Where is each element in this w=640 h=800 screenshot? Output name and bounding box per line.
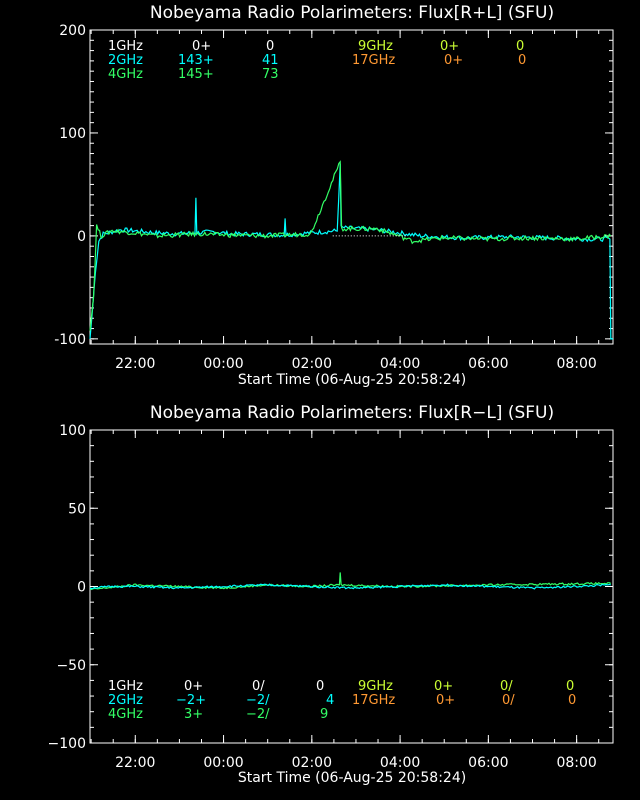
panel-diff: Nobeyama Radio Polarimeters: Flux[R−L] (…	[48, 403, 614, 786]
legend-value: 143+	[178, 53, 214, 68]
legend-value: 0/	[252, 679, 265, 694]
x-tick-label: 02:00	[292, 356, 332, 372]
plot-frame-sum	[89, 29, 614, 345]
series-line-2GHz	[89, 583, 611, 590]
x-axis-label-diff: Start Time (06-Aug-25 20:58:24)	[238, 770, 466, 786]
legend-value: 0	[518, 53, 526, 68]
y-tick-label: 200	[59, 23, 86, 39]
legend-value: −2+	[176, 693, 206, 708]
legend-value: 0/	[500, 679, 513, 694]
legend-value: 0/	[502, 693, 515, 708]
y-tick-label: 50	[68, 501, 86, 517]
x-axis-label-sum: Start Time (06-Aug-25 20:58:24)	[238, 372, 466, 388]
legend-band: 17GHz	[352, 693, 395, 708]
panel-sum: Nobeyama Radio Polarimeters: Flux[R+L] (…	[54, 3, 614, 388]
y-tick-label: 0	[77, 229, 86, 245]
y-tick-label: 0	[77, 580, 86, 596]
x-tick-label: 06:00	[468, 755, 508, 771]
chart-title-diff: Nobeyama Radio Polarimeters: Flux[R−L] (…	[150, 403, 554, 423]
legend-value: −2/	[246, 707, 270, 722]
legend-value: 0	[516, 39, 524, 54]
legend-value: 0+	[440, 39, 459, 54]
y-tick-label: 100	[59, 423, 86, 439]
legend-value: 0+	[444, 53, 463, 68]
x-tick-label: 08:00	[556, 356, 596, 372]
legend-value: 0	[566, 679, 574, 694]
legend-band: 2GHz	[108, 53, 143, 68]
y-axis-diff: 100 50 0 −50 −100	[48, 423, 613, 752]
legend-value: 0	[266, 39, 274, 54]
x-tick-label: 00:00	[203, 356, 243, 372]
legend-value: 0+	[184, 679, 203, 694]
x-tick-label: 04:00	[380, 356, 420, 372]
legend-value: 4	[326, 693, 334, 708]
y-tick-label: −100	[48, 736, 86, 752]
legend-band: 4GHz	[108, 67, 143, 82]
legend-value: 0	[316, 679, 324, 694]
x-tick-label: 08:00	[556, 755, 596, 771]
legend-value: 0+	[436, 693, 455, 708]
legend-value: 0	[568, 693, 576, 708]
legend-band: 1GHz	[108, 679, 143, 694]
series-line-4GHz	[89, 160, 612, 331]
legend-band: 1GHz	[108, 39, 143, 54]
legend-diff: 1GHz 0+ 0/ 0 2GHz −2+ −2/ 4 4GHz 3+ −2/ …	[108, 679, 576, 722]
y-tick-label: -100	[54, 332, 86, 348]
legend-sum: 1GHz 0+ 0 2GHz 143+ 41 4GHz 145+ 73 9GHz…	[108, 39, 526, 82]
series-group-diff	[89, 572, 612, 591]
x-axis-sum: 22:00 00:00 02:00 04:00 06:00 08:00	[90, 30, 600, 372]
legend-value: 145+	[178, 67, 214, 82]
x-tick-label: 00:00	[203, 755, 243, 771]
series-group-sum	[89, 160, 613, 340]
legend-band: 9GHz	[358, 39, 393, 54]
legend-band: 17GHz	[352, 53, 395, 68]
legend-value: 9	[320, 707, 328, 722]
x-tick-label: 04:00	[380, 755, 420, 771]
x-tick-label: 22:00	[115, 755, 155, 771]
y-tick-label: 100	[59, 126, 86, 142]
legend-band: 4GHz	[108, 707, 143, 722]
series-line-4GHz	[89, 572, 612, 591]
x-tick-label: 06:00	[468, 356, 508, 372]
legend-band: 9GHz	[358, 679, 393, 694]
legend-value: 3+	[184, 707, 203, 722]
legend-value: 73	[262, 67, 279, 82]
x-tick-label: 02:00	[292, 755, 332, 771]
legend-value: −2/	[246, 693, 270, 708]
legend-value: 0+	[434, 679, 453, 694]
legend-band: 2GHz	[108, 693, 143, 708]
series-line-2GHz	[89, 163, 613, 340]
x-tick-label: 22:00	[115, 356, 155, 372]
y-tick-label: −50	[56, 658, 86, 674]
x-axis-diff: 22:00 00:00 02:00 04:00 06:00 08:00	[90, 430, 600, 771]
legend-value: 41	[262, 53, 279, 68]
chart-title-sum: Nobeyama Radio Polarimeters: Flux[R+L] (…	[150, 3, 554, 23]
legend-value: 0+	[192, 39, 211, 54]
